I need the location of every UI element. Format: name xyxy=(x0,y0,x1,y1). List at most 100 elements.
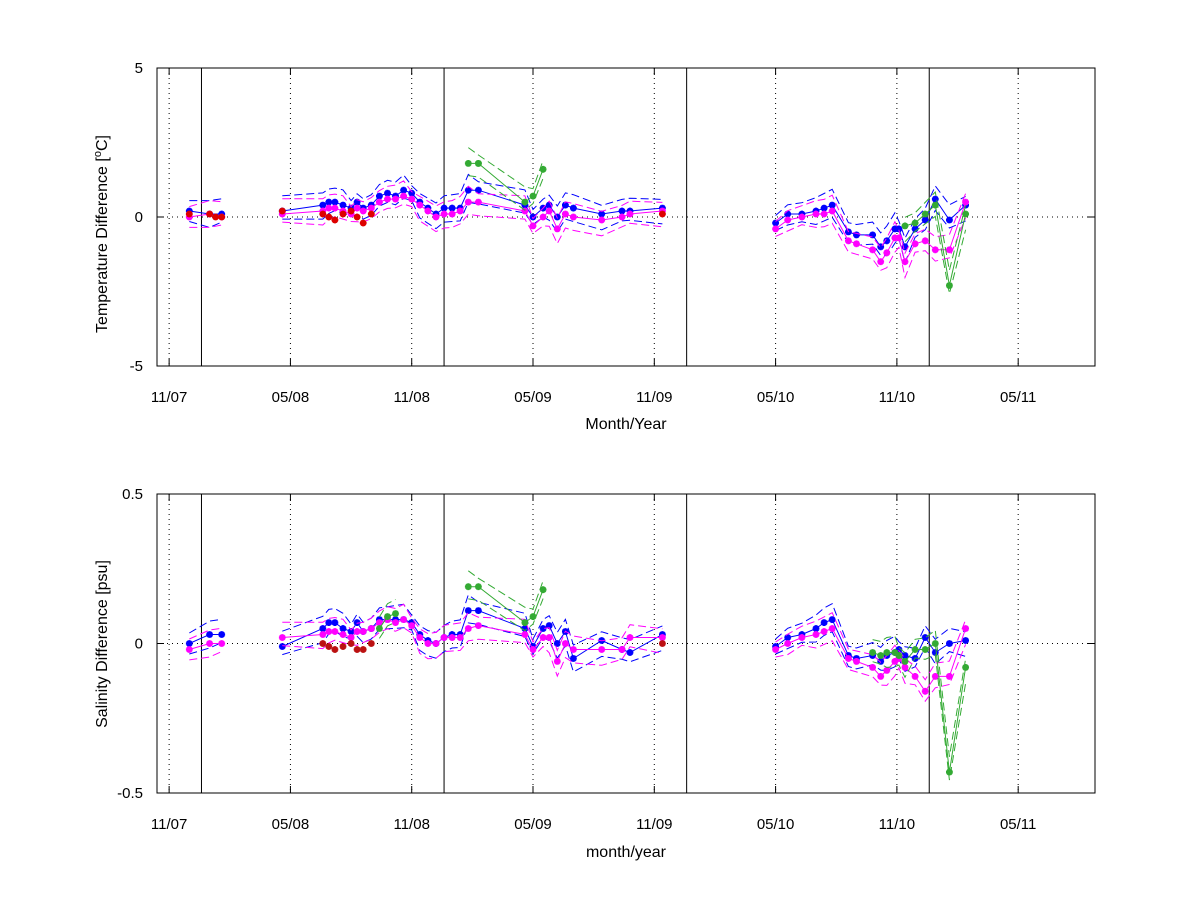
series-envelope-lower xyxy=(775,640,967,703)
data-point xyxy=(464,198,472,206)
series-envelope-upper xyxy=(189,627,222,640)
series-envelope-upper xyxy=(378,599,396,618)
series-envelope-upper xyxy=(468,147,544,190)
data-point xyxy=(812,210,820,218)
data-point xyxy=(820,204,828,212)
data-point xyxy=(400,616,408,624)
data-point xyxy=(895,234,903,242)
data-point xyxy=(618,213,626,221)
data-point xyxy=(921,634,929,641)
data-point xyxy=(347,207,355,215)
data-point xyxy=(883,649,891,656)
x-tick-label: 11/09 xyxy=(636,816,672,833)
data-point xyxy=(218,213,226,221)
data-point xyxy=(553,657,561,665)
data-point xyxy=(895,652,903,659)
data-point xyxy=(883,666,891,674)
series-2 xyxy=(464,147,970,294)
series-envelope-upper xyxy=(468,570,544,610)
data-point xyxy=(962,663,970,671)
series-envelope-upper xyxy=(775,612,967,681)
data-point xyxy=(319,201,327,209)
x-tick-label: 05/10 xyxy=(757,816,795,833)
data-point xyxy=(772,225,780,233)
data-point xyxy=(331,646,339,653)
data-point xyxy=(946,640,953,647)
series-3 xyxy=(185,207,666,227)
series-1 xyxy=(185,603,970,703)
data-point xyxy=(869,231,877,239)
data-point xyxy=(529,192,537,200)
data-point xyxy=(798,634,806,641)
data-point xyxy=(901,657,909,665)
data-point xyxy=(464,186,472,194)
data-point xyxy=(812,625,820,632)
data-point xyxy=(853,240,860,248)
data-point xyxy=(325,213,333,221)
data-point xyxy=(206,210,214,218)
data-point xyxy=(448,634,456,641)
data-point xyxy=(820,210,828,218)
data-point xyxy=(367,210,375,218)
data-point xyxy=(456,634,464,641)
series-envelope-upper xyxy=(775,185,966,240)
data-point xyxy=(353,204,361,212)
data-point xyxy=(367,640,375,647)
salinity-panel: 11/07 05/08 11/08 05/09 11/09 05/10 11/10 05/11… xyxy=(94,486,1096,861)
data-point xyxy=(812,631,820,638)
data-point xyxy=(772,219,780,227)
series-envelope-upper xyxy=(282,603,663,652)
data-point xyxy=(561,201,569,209)
series-3 xyxy=(319,640,666,653)
data-point xyxy=(962,637,970,644)
data-point xyxy=(331,628,339,635)
series-1 xyxy=(185,180,969,280)
data-point xyxy=(319,625,327,632)
data-point xyxy=(869,649,877,656)
data-point xyxy=(921,687,929,695)
data-point xyxy=(325,619,333,627)
data-point xyxy=(911,672,919,680)
series-envelope-lower xyxy=(189,224,222,228)
data-point xyxy=(844,237,852,245)
series-envelope-lower xyxy=(189,651,222,661)
data-point xyxy=(474,159,482,167)
data-point xyxy=(869,246,877,254)
data-point xyxy=(521,198,529,206)
data-point xyxy=(877,258,885,266)
data-point xyxy=(618,207,626,215)
data-point xyxy=(278,207,286,215)
data-point xyxy=(339,625,347,632)
data-point xyxy=(945,282,953,289)
x-tick-label: 11/09 xyxy=(636,389,672,406)
data-point xyxy=(569,646,577,653)
data-point xyxy=(339,210,347,218)
data-point xyxy=(464,583,472,591)
data-point xyxy=(440,634,448,641)
data-point xyxy=(569,204,577,212)
y-tick-label: 0.5 xyxy=(122,486,143,503)
series-envelope-lower xyxy=(282,627,663,678)
data-point xyxy=(375,625,383,632)
series-0 xyxy=(185,173,970,265)
data-point xyxy=(539,586,547,594)
data-point xyxy=(384,613,391,621)
data-point xyxy=(901,663,909,671)
series-envelope-lower xyxy=(378,621,396,639)
data-point xyxy=(853,657,860,665)
y-axis-label: Salinity Difference [psu] xyxy=(94,560,111,728)
data-point xyxy=(367,625,375,632)
series-line xyxy=(872,642,967,773)
data-point xyxy=(891,657,899,665)
data-point xyxy=(384,195,391,203)
x-axis-label: month/year xyxy=(586,844,667,861)
series-envelope-upper xyxy=(282,593,663,646)
x-tick-label: 11/08 xyxy=(393,816,429,833)
series-0 xyxy=(185,593,970,673)
data-point xyxy=(911,646,919,653)
data-point xyxy=(185,210,193,218)
y-axis-label: Temperature Difference [oC] xyxy=(92,135,111,333)
data-point xyxy=(339,201,347,209)
data-point xyxy=(911,240,919,248)
data-point xyxy=(339,631,347,638)
